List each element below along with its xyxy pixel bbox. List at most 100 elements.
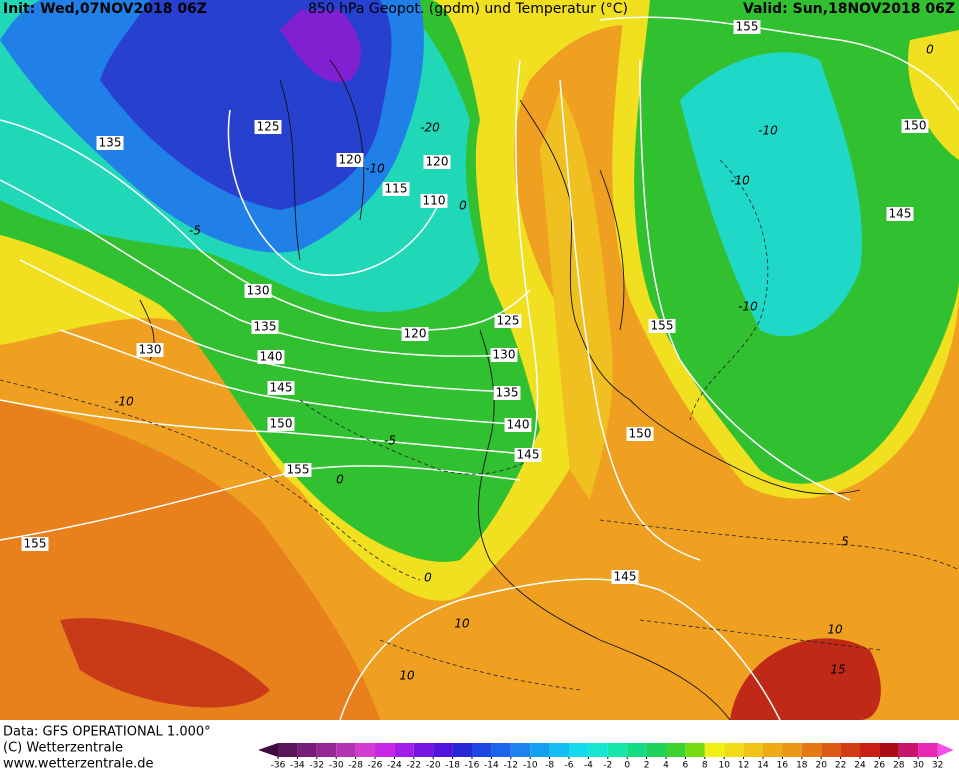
geopotential-label: 145 xyxy=(889,207,912,221)
colorbar-tick-label: -2 xyxy=(603,761,612,770)
geopotential-label: 155 xyxy=(24,537,47,551)
temperature-label: 0 xyxy=(459,199,467,213)
geopotential-label: 145 xyxy=(517,448,540,462)
geopotential-label: 155 xyxy=(651,319,674,333)
label-box xyxy=(284,463,312,477)
colorbar-tick-label: -8 xyxy=(545,761,554,770)
colorbar-swatch xyxy=(588,743,608,757)
temp-area xyxy=(280,10,361,82)
label-box xyxy=(21,537,49,551)
geopotential-label: 135 xyxy=(496,386,519,400)
temperature-label: -10 xyxy=(738,300,758,314)
temp-area xyxy=(60,618,270,708)
colorbar-swatch xyxy=(278,743,298,757)
colorbar-end xyxy=(258,743,278,757)
geopotential-label: 120 xyxy=(426,155,449,169)
colorbar: -36 -34 -32 -30 -28 -26 -24 -22 -20 -18 -16 -14 -12-… xyxy=(258,743,954,770)
colorbar-tick-label: -4 xyxy=(584,761,593,770)
geopotential-label: 135 xyxy=(99,136,122,150)
temp-area xyxy=(730,638,881,720)
geopotential-label: 130 xyxy=(139,343,162,357)
geopotential-label: 135 xyxy=(254,320,277,334)
colorbar-swatch xyxy=(666,743,686,757)
colorbar-swatch xyxy=(898,743,919,757)
colorbar-swatch xyxy=(297,743,317,757)
label-box xyxy=(490,348,518,362)
geopotential-label: 130 xyxy=(247,284,270,298)
label-box xyxy=(901,119,929,133)
geopotential-label: 125 xyxy=(257,120,280,134)
colorbar-tick-label: 32 xyxy=(932,761,943,770)
label-box xyxy=(136,343,164,357)
colorbar-tick-label: 24 xyxy=(854,761,866,770)
colorbar-swatch xyxy=(627,743,647,757)
colorbar-tick-label: 4 xyxy=(663,761,669,770)
temperature-label: 0 xyxy=(424,571,432,585)
temperature-label: -10 xyxy=(730,174,750,188)
colorbar-swatch xyxy=(549,743,569,757)
colorbar-tick-label: 10 xyxy=(718,761,730,770)
geopotential-label: 140 xyxy=(260,350,283,364)
temperature-label: 10 xyxy=(827,623,843,637)
colorbar-swatch xyxy=(569,743,589,757)
label-box xyxy=(733,20,761,34)
label-box xyxy=(493,386,521,400)
colorbar-swatch xyxy=(743,743,763,757)
geopotential-label: 150 xyxy=(629,427,652,441)
temperature-label: 0 xyxy=(336,473,344,487)
colorbar-tick-label: 12 xyxy=(738,761,749,770)
colorbar-swatch xyxy=(355,743,375,757)
label-box xyxy=(648,319,676,333)
label-box xyxy=(611,570,639,584)
geopotential-label: 155 xyxy=(736,20,759,34)
geopotential-label: 155 xyxy=(287,463,310,477)
label-box xyxy=(494,314,522,328)
colorbar-swatch xyxy=(879,743,899,757)
colorbar-tick-label: -6 xyxy=(565,761,574,770)
colorbar-swatch xyxy=(685,743,705,757)
colorbar-tick-label: 14 xyxy=(757,761,769,770)
colorbar-tick-label: 6 xyxy=(683,761,689,770)
colorbar-tick-label: 30 xyxy=(912,761,924,770)
colorbar-tick-label: 16 xyxy=(777,761,789,770)
colorbar-tick-label: -26 xyxy=(368,761,383,770)
colorbar-swatch xyxy=(801,743,822,757)
colorbar-swatch xyxy=(394,743,414,757)
temperature-label: -20 xyxy=(420,121,440,135)
temperature-label: 5 xyxy=(841,535,849,549)
colorbar-tick-label: 2 xyxy=(644,761,650,770)
label-box xyxy=(626,427,654,441)
colorbar-tick-label: -16 xyxy=(465,761,480,770)
colorbar-tick-label: -12 xyxy=(503,761,518,770)
label-box xyxy=(96,136,124,150)
geopotential-label: 130 xyxy=(493,348,516,362)
temperature-label: -5 xyxy=(189,224,201,238)
colorbar-tick-label: -18 xyxy=(445,761,460,770)
temperature-label: 10 xyxy=(454,617,470,631)
colorbar-swatch xyxy=(763,743,783,757)
geopotential-label: 115 xyxy=(385,182,408,196)
colorbar-tick-label: -24 xyxy=(387,761,402,770)
colorbar-swatch xyxy=(821,743,841,757)
geopotential-label: 145 xyxy=(614,570,637,584)
colorbar-tick-label: 20 xyxy=(815,761,827,770)
colorbar-tick-label: -32 xyxy=(309,761,324,770)
colorbar-tick-label: -30 xyxy=(329,761,344,770)
colorbar-tick-label: 26 xyxy=(874,761,886,770)
colorbar-swatch xyxy=(860,743,880,757)
label-box xyxy=(423,155,451,169)
colorbar-tick-label: -28 xyxy=(348,761,363,770)
label-box xyxy=(267,417,295,431)
geopotential-label: 140 xyxy=(507,418,530,432)
label-box xyxy=(886,207,914,221)
geopotential-label: 145 xyxy=(270,381,293,395)
label-box xyxy=(244,284,272,298)
temperature-label: -5 xyxy=(384,434,396,448)
geopotential-label: 120 xyxy=(404,327,427,341)
temperature-label: -10 xyxy=(758,124,778,138)
label-box xyxy=(382,182,410,196)
label-box xyxy=(251,320,279,334)
colorbar-swatch xyxy=(316,743,337,757)
colorbar-tick-label: 8 xyxy=(702,761,708,770)
